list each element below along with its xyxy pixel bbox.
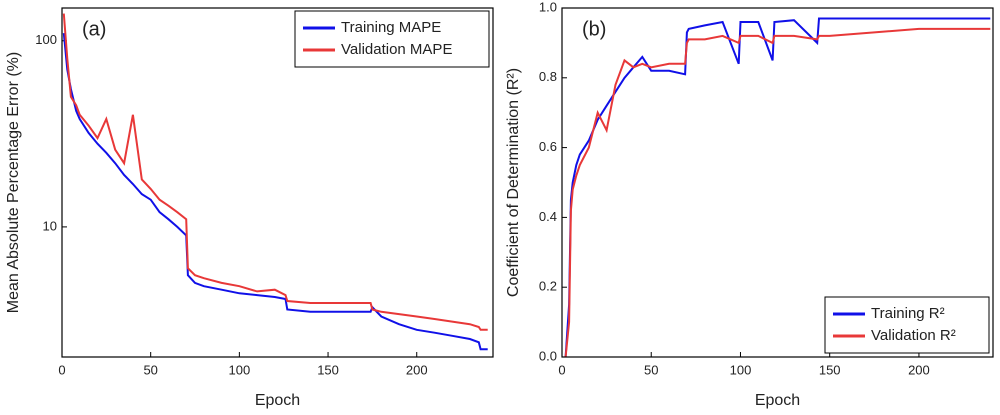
y-tick-label: 100 <box>35 32 57 47</box>
x-tick-label: 150 <box>819 362 841 377</box>
series-line <box>564 27 991 357</box>
plot-frame <box>61 7 494 358</box>
x-tick-label: 100 <box>229 362 251 377</box>
y-tick-label: 10 <box>43 218 57 233</box>
x-tick-label: 0 <box>558 362 565 377</box>
y-tick-label: 1.0 <box>539 0 557 14</box>
series-line <box>62 13 488 331</box>
x-axis-title: Epoch <box>255 392 300 409</box>
x-tick-label: 50 <box>644 362 658 377</box>
panel-label: (b) <box>582 18 606 40</box>
y-axis-title: Coefficient of Determination (R²) <box>505 68 522 297</box>
y-axis-title: Mean Absolute Percentage Error (%) <box>5 52 22 313</box>
legend-box <box>824 296 990 354</box>
x-tick-label: 200 <box>406 362 428 377</box>
legend-label: Training R² <box>871 305 945 322</box>
legend-label: Training MAPE <box>341 19 441 36</box>
x-tick-label: 0 <box>58 362 65 377</box>
x-tick-label: 100 <box>730 362 752 377</box>
plot-frame <box>561 7 994 358</box>
legend-label: Validation MAPE <box>341 41 452 58</box>
x-tick-label: 150 <box>317 362 339 377</box>
series-line <box>62 33 488 351</box>
x-tick-label: 50 <box>143 362 157 377</box>
y-tick-label: 0.6 <box>539 139 557 154</box>
y-tick-label: 0.2 <box>539 279 557 294</box>
y-tick-label: 0.4 <box>539 209 557 224</box>
x-axis-title: Epoch <box>755 392 800 409</box>
y-tick-label: 0.0 <box>539 348 557 363</box>
y-tick-label: 0.8 <box>539 69 557 84</box>
panel-label: (a) <box>82 18 106 40</box>
legend-box <box>294 10 490 68</box>
x-tick-label: 200 <box>908 362 930 377</box>
legend-label: Validation R² <box>871 327 956 344</box>
